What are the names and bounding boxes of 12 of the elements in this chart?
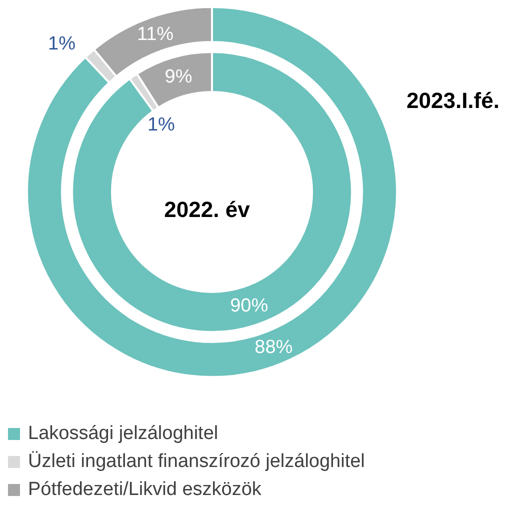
- data-label: 1%: [147, 114, 176, 136]
- donut-slice: [71, 51, 353, 333]
- data-label: 11%: [136, 24, 174, 45]
- data-label: 1%: [48, 33, 76, 54]
- legend-label: Pótfedezeti/Likvid eszközök: [28, 479, 262, 501]
- data-label: 9%: [164, 66, 192, 88]
- legend-label: Üzleti ingatlant finanszírozó jelzáloghitel: [28, 451, 365, 473]
- text: 2023.I.fé.: [406, 88, 500, 113]
- data-label: 88%: [254, 337, 293, 358]
- data-label: 90%: [230, 296, 268, 317]
- text: 2022. év: [164, 197, 251, 222]
- legend-label: Lakossági jelzáloghitel: [28, 423, 218, 445]
